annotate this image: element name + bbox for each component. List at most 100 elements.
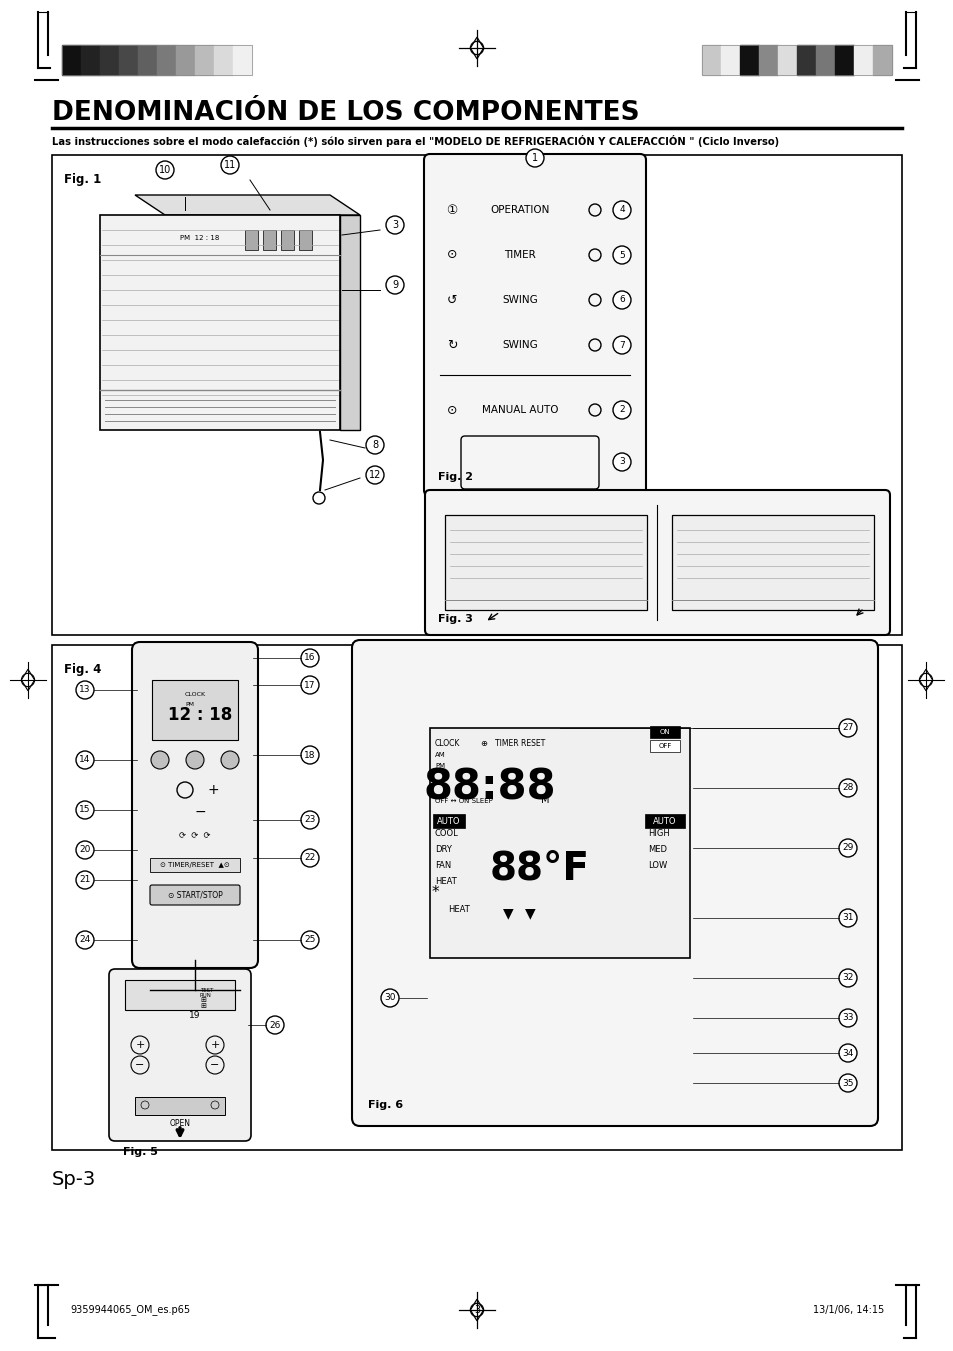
Bar [778,45,796,76]
Text: SWING: SWING [501,340,537,350]
Text: 8: 8 [372,440,377,450]
Circle shape [838,780,856,797]
Text: 32: 32 [841,974,853,982]
Text: +: + [207,784,218,797]
Circle shape [221,155,239,174]
FancyBboxPatch shape [423,154,645,496]
Text: AUTO: AUTO [653,816,676,825]
Text: Fig. 5: Fig. 5 [123,1147,157,1156]
Text: 6: 6 [618,296,624,304]
Circle shape [76,801,94,819]
Text: ⊙: ⊙ [446,404,456,416]
Circle shape [366,436,384,454]
Text: DRY: DRY [435,844,452,854]
Circle shape [156,161,173,178]
Text: ↻: ↻ [446,339,456,351]
Circle shape [301,746,318,765]
Text: 17: 17 [304,681,315,689]
Bar [175,45,194,76]
Text: ON: ON [659,730,670,735]
Polygon shape [135,195,359,215]
Circle shape [76,751,94,769]
Bar [152,680,237,740]
Text: 28: 28 [841,784,853,793]
Text: LOW: LOW [647,861,666,870]
Bar [119,45,138,76]
Text: M: M [540,794,549,805]
Text: 20: 20 [79,846,91,854]
Circle shape [301,676,318,694]
Bar [433,815,464,828]
Text: CLOCK: CLOCK [185,693,206,697]
Text: Fig. 2: Fig. 2 [437,471,473,482]
Bar [720,45,740,76]
Polygon shape [100,215,339,430]
Text: ⟳  ⟳  ⟳: ⟳ ⟳ ⟳ [179,831,211,839]
Polygon shape [339,215,359,430]
Text: ▼: ▼ [502,907,513,920]
Bar [213,45,233,76]
Circle shape [838,1044,856,1062]
Bar [100,45,119,76]
Text: ⊕: ⊕ [479,739,486,747]
Text: Fig. 1: Fig. 1 [64,173,101,186]
Text: 1: 1 [532,153,537,163]
Circle shape [613,290,630,309]
Text: 22: 22 [304,854,315,862]
FancyBboxPatch shape [150,885,240,905]
Text: ⊞
⊞: ⊞ ⊞ [200,997,206,1009]
Text: PM: PM [185,703,193,708]
Text: 13/1/06, 14:15: 13/1/06, 14:15 [812,1305,883,1315]
Circle shape [76,931,94,948]
Circle shape [838,1074,856,1092]
Text: PM  12 : 18: PM 12 : 18 [180,235,219,240]
Text: 23: 23 [304,816,315,824]
Text: AUTO: AUTO [436,816,460,825]
Circle shape [76,842,94,859]
Bar [853,45,872,76]
Circle shape [186,1006,204,1024]
Bar [444,515,646,611]
Text: ⊙ START/STOP: ⊙ START/STOP [168,890,222,900]
Text: −: − [194,805,206,819]
Bar [649,725,679,738]
Text: OPERATION: OPERATION [490,205,549,215]
Text: OPEN: OPEN [170,1120,191,1128]
Text: 13: 13 [79,685,91,694]
Text: 88:88: 88:88 [423,767,556,809]
FancyBboxPatch shape [132,642,257,969]
Bar [233,45,252,76]
Text: SWING: SWING [501,295,537,305]
Bar [150,858,240,871]
Text: 88°F: 88°F [490,848,589,888]
Text: 3: 3 [474,1305,479,1315]
Circle shape [380,989,398,1006]
Text: ①: ① [446,204,457,216]
Text: 34: 34 [841,1048,853,1058]
Circle shape [838,909,856,927]
Circle shape [613,453,630,471]
Text: 10: 10 [159,165,171,176]
Circle shape [386,216,403,234]
Circle shape [76,871,94,889]
Bar [157,45,175,76]
Text: 4: 4 [618,205,624,215]
Bar [701,45,720,76]
Circle shape [221,751,239,769]
Bar [263,230,275,250]
Text: ▼: ▼ [524,907,535,920]
Text: CLOCK: CLOCK [435,739,460,747]
Circle shape [301,648,318,667]
Text: MANUAL AUTO: MANUAL AUTO [481,405,558,415]
Text: 27: 27 [841,724,853,732]
Circle shape [301,931,318,948]
Bar [194,45,213,76]
Text: ⊙ TIMER/RESET  ▲⊙: ⊙ TIMER/RESET ▲⊙ [160,862,230,867]
Circle shape [613,246,630,263]
Circle shape [613,201,630,219]
Bar [644,815,684,828]
Text: 15: 15 [79,805,91,815]
Text: 24: 24 [79,935,91,944]
Bar [796,45,815,76]
Text: HEAT: HEAT [448,905,469,913]
